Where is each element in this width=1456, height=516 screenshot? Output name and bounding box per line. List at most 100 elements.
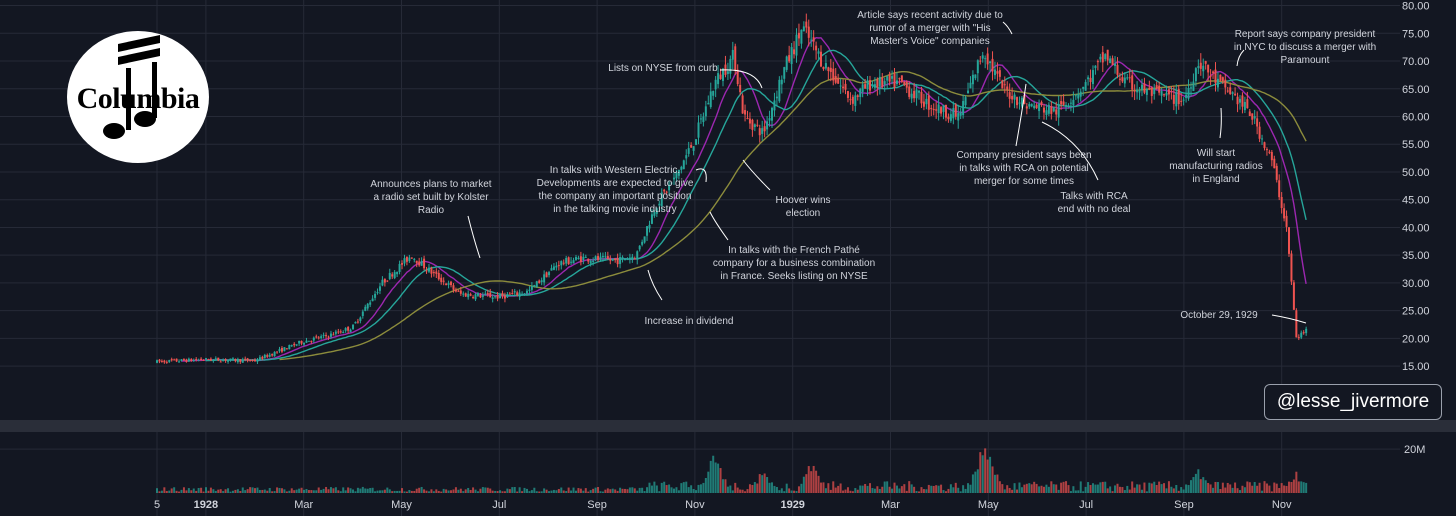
volume-bar [178,491,181,493]
time-tick-label: May [978,499,999,511]
candle-body [859,88,862,98]
volume-bar [636,490,639,493]
volume-bar [462,491,465,493]
volume-bar [430,489,433,493]
annotation-line: merger for some times [973,176,1075,187]
candle-body [442,280,445,282]
annotation-line: in France. Seeks listing on NYSE [720,271,868,282]
candle-body [871,84,874,87]
volume-bar [1265,483,1268,493]
volume-bar [1261,490,1264,493]
candle-body [893,73,896,88]
volume-bar [751,484,754,493]
volume-bar [935,485,938,493]
volume-bar [1224,487,1227,493]
candle-body [1016,97,1019,106]
volume-bar [842,490,845,493]
candle-body [1040,101,1043,106]
time-axis[interactable]: 5 1928 Mar May Jul Sep Nov 1929 Mar May Jul Sep Nov [154,499,1292,511]
candle-body [1121,77,1124,82]
volume-bar [254,488,257,493]
volume-bar [1295,471,1298,493]
candle-body [1114,63,1117,66]
candle-body [344,328,347,331]
columbia-logo: Columbia [66,30,210,164]
volume-bar [628,487,631,493]
volume-bar [467,487,470,493]
volume-bar [1003,489,1006,493]
volume-bar [702,482,705,493]
candle-body [327,336,330,338]
volume-bar [494,490,497,493]
annotation-line: in talks with RCA on potential [959,163,1089,174]
candle-body [293,343,296,346]
candle-body [570,261,573,263]
volume-bar [342,487,345,493]
volume-bar [1270,491,1273,493]
annotation-leader [742,159,771,191]
columbia-logo-mark [67,31,209,163]
volume-bar [869,483,872,493]
volume-bar [457,489,460,493]
volume-bar [300,487,303,493]
volume-bar [1094,484,1097,493]
volume-bar [927,484,930,493]
volume-bar [320,489,323,493]
volume-bar [371,487,374,493]
candle-body [540,280,543,282]
annotation-leader [1271,314,1307,324]
volume-bar [699,484,702,493]
volume-bar [1192,477,1195,493]
volume-bar [1194,473,1197,493]
volume-bar [616,490,619,493]
volume-bar [952,487,955,493]
candle-body [158,359,161,362]
volume-bar [442,488,445,493]
volume-bar [452,489,455,493]
volume-bar [606,488,609,493]
volume-bar [942,490,945,493]
price-axis[interactable]: 15.00 20.00 25.00 30.00 35.00 40.00 45.00 50.00… [1402,1,1430,457]
candle-body [680,166,683,170]
candle-body [942,104,945,112]
candle-body [815,45,818,51]
candle-body [800,29,803,44]
candle-body [1096,61,1099,63]
volume-bar [1133,487,1136,493]
volume-bar [479,488,482,493]
volume-bar [856,489,859,493]
volume-bar [621,488,624,493]
volume-bar [1175,484,1178,493]
candle-body [918,90,921,93]
volume-bar [998,481,1001,493]
volume-bar [626,489,629,493]
annotation-his-masters-voice: Article says recent activity due to rumor… [857,9,1003,48]
volume-bar [579,488,582,493]
volume-bar [1045,484,1048,493]
pane-separator[interactable] [0,420,1456,432]
volume-bar [195,490,198,493]
volume-bar [1182,489,1185,493]
candle-body [447,283,450,285]
volume-bar [1069,491,1072,493]
candle-body [180,359,183,361]
volume-bar [597,487,600,493]
candle-body [1290,253,1293,282]
candle-body [668,184,671,191]
volume-bar [685,481,688,493]
price-tick-label: 30.00 [1402,278,1430,290]
volume-bar [1082,491,1085,493]
candle-body [391,274,394,277]
price-tick-label: 45.00 [1402,195,1430,207]
candle-body [435,271,438,274]
candle-body [1091,70,1094,84]
volume-bar [957,487,960,493]
volume-bar [1114,485,1117,493]
volume-bar [646,487,649,493]
volume-bar [959,491,962,493]
price-tick-label: 25.00 [1402,306,1430,318]
candle-body [1084,82,1087,91]
candle-body [1207,64,1210,73]
volume-bar [756,483,759,493]
